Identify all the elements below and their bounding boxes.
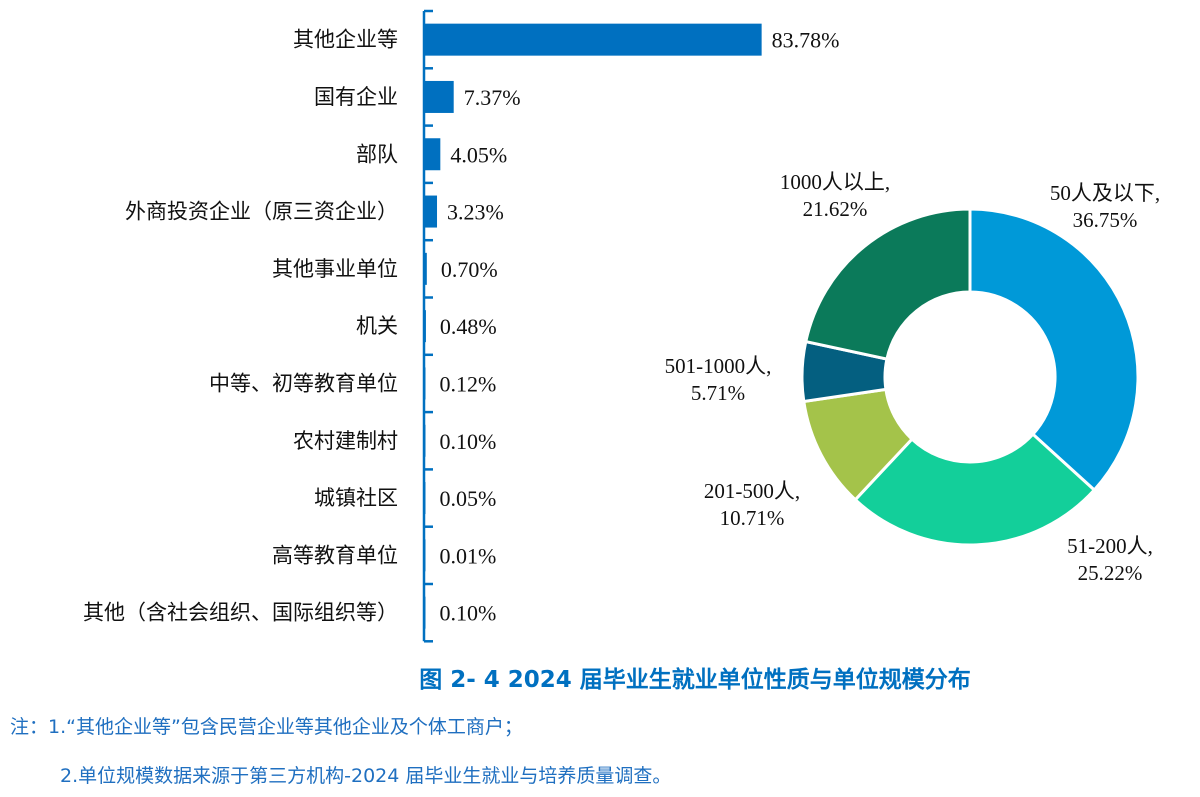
value-label: 7.37% xyxy=(464,85,521,110)
value-label: 0.48% xyxy=(440,314,497,339)
bar xyxy=(424,596,426,629)
bar xyxy=(424,23,762,56)
slice-name-label: 1000人以上, xyxy=(780,170,890,194)
note-2: 2.单位规模数据来源于第三方机构-2024 届毕业生就业与培养质量调查。 xyxy=(60,765,672,787)
category-label: 其他事业单位 xyxy=(272,257,398,281)
value-label: 0.10% xyxy=(440,601,497,626)
note-1: 注：1.“其他企业等”包含民营企业等其他企业及个体工商户； xyxy=(10,716,523,738)
slice-name-label: 501-1000人, xyxy=(665,354,772,378)
category-label: 农村建制村 xyxy=(293,429,398,453)
donut-slice xyxy=(968,207,1140,493)
bar xyxy=(424,367,426,400)
category-label: 其他（含社会组织、国际组织等） xyxy=(83,601,398,625)
bar xyxy=(424,195,438,228)
donut-slice xyxy=(803,207,972,361)
slice-value-label: 36.75% xyxy=(1073,208,1138,232)
slice-value-label: 5.71% xyxy=(691,381,745,405)
slice-value-label: 25.22% xyxy=(1078,561,1143,585)
category-label: 中等、初等教育单位 xyxy=(209,371,398,395)
bar xyxy=(424,482,426,515)
donut-slice xyxy=(853,432,1097,547)
value-label: 4.05% xyxy=(450,142,507,167)
value-label: 0.10% xyxy=(440,429,497,454)
category-label: 机关 xyxy=(356,314,398,338)
category-label: 高等教育单位 xyxy=(272,543,398,567)
value-label: 0.70% xyxy=(441,257,498,282)
bar xyxy=(424,252,427,285)
slice-name-label: 50人及以下, xyxy=(1050,181,1160,205)
category-label: 国有企业 xyxy=(314,85,398,109)
figure-title: 图 2- 4 2024 届毕业生就业单位性质与单位规模分布 xyxy=(419,667,971,693)
value-label: 3.23% xyxy=(447,200,504,225)
slice-value-label: 10.71% xyxy=(720,506,785,530)
bar xyxy=(424,424,426,457)
value-label: 0.01% xyxy=(440,543,497,568)
bar xyxy=(424,310,426,343)
value-label: 0.12% xyxy=(440,371,497,396)
slice-name-label: 201-500人, xyxy=(704,479,800,503)
bar xyxy=(424,138,441,171)
value-label: 0.05% xyxy=(440,486,497,511)
bar xyxy=(424,80,454,113)
bar xyxy=(424,539,426,572)
category-label: 部队 xyxy=(356,142,398,166)
category-label: 外商投资企业（原三资企业） xyxy=(125,200,398,224)
slice-name-label: 51-200人, xyxy=(1067,534,1153,558)
category-label: 城镇社区 xyxy=(314,486,398,510)
slice-value-label: 21.62% xyxy=(803,197,868,221)
value-label: 83.78% xyxy=(772,28,840,53)
category-label: 其他企业等 xyxy=(293,28,398,52)
